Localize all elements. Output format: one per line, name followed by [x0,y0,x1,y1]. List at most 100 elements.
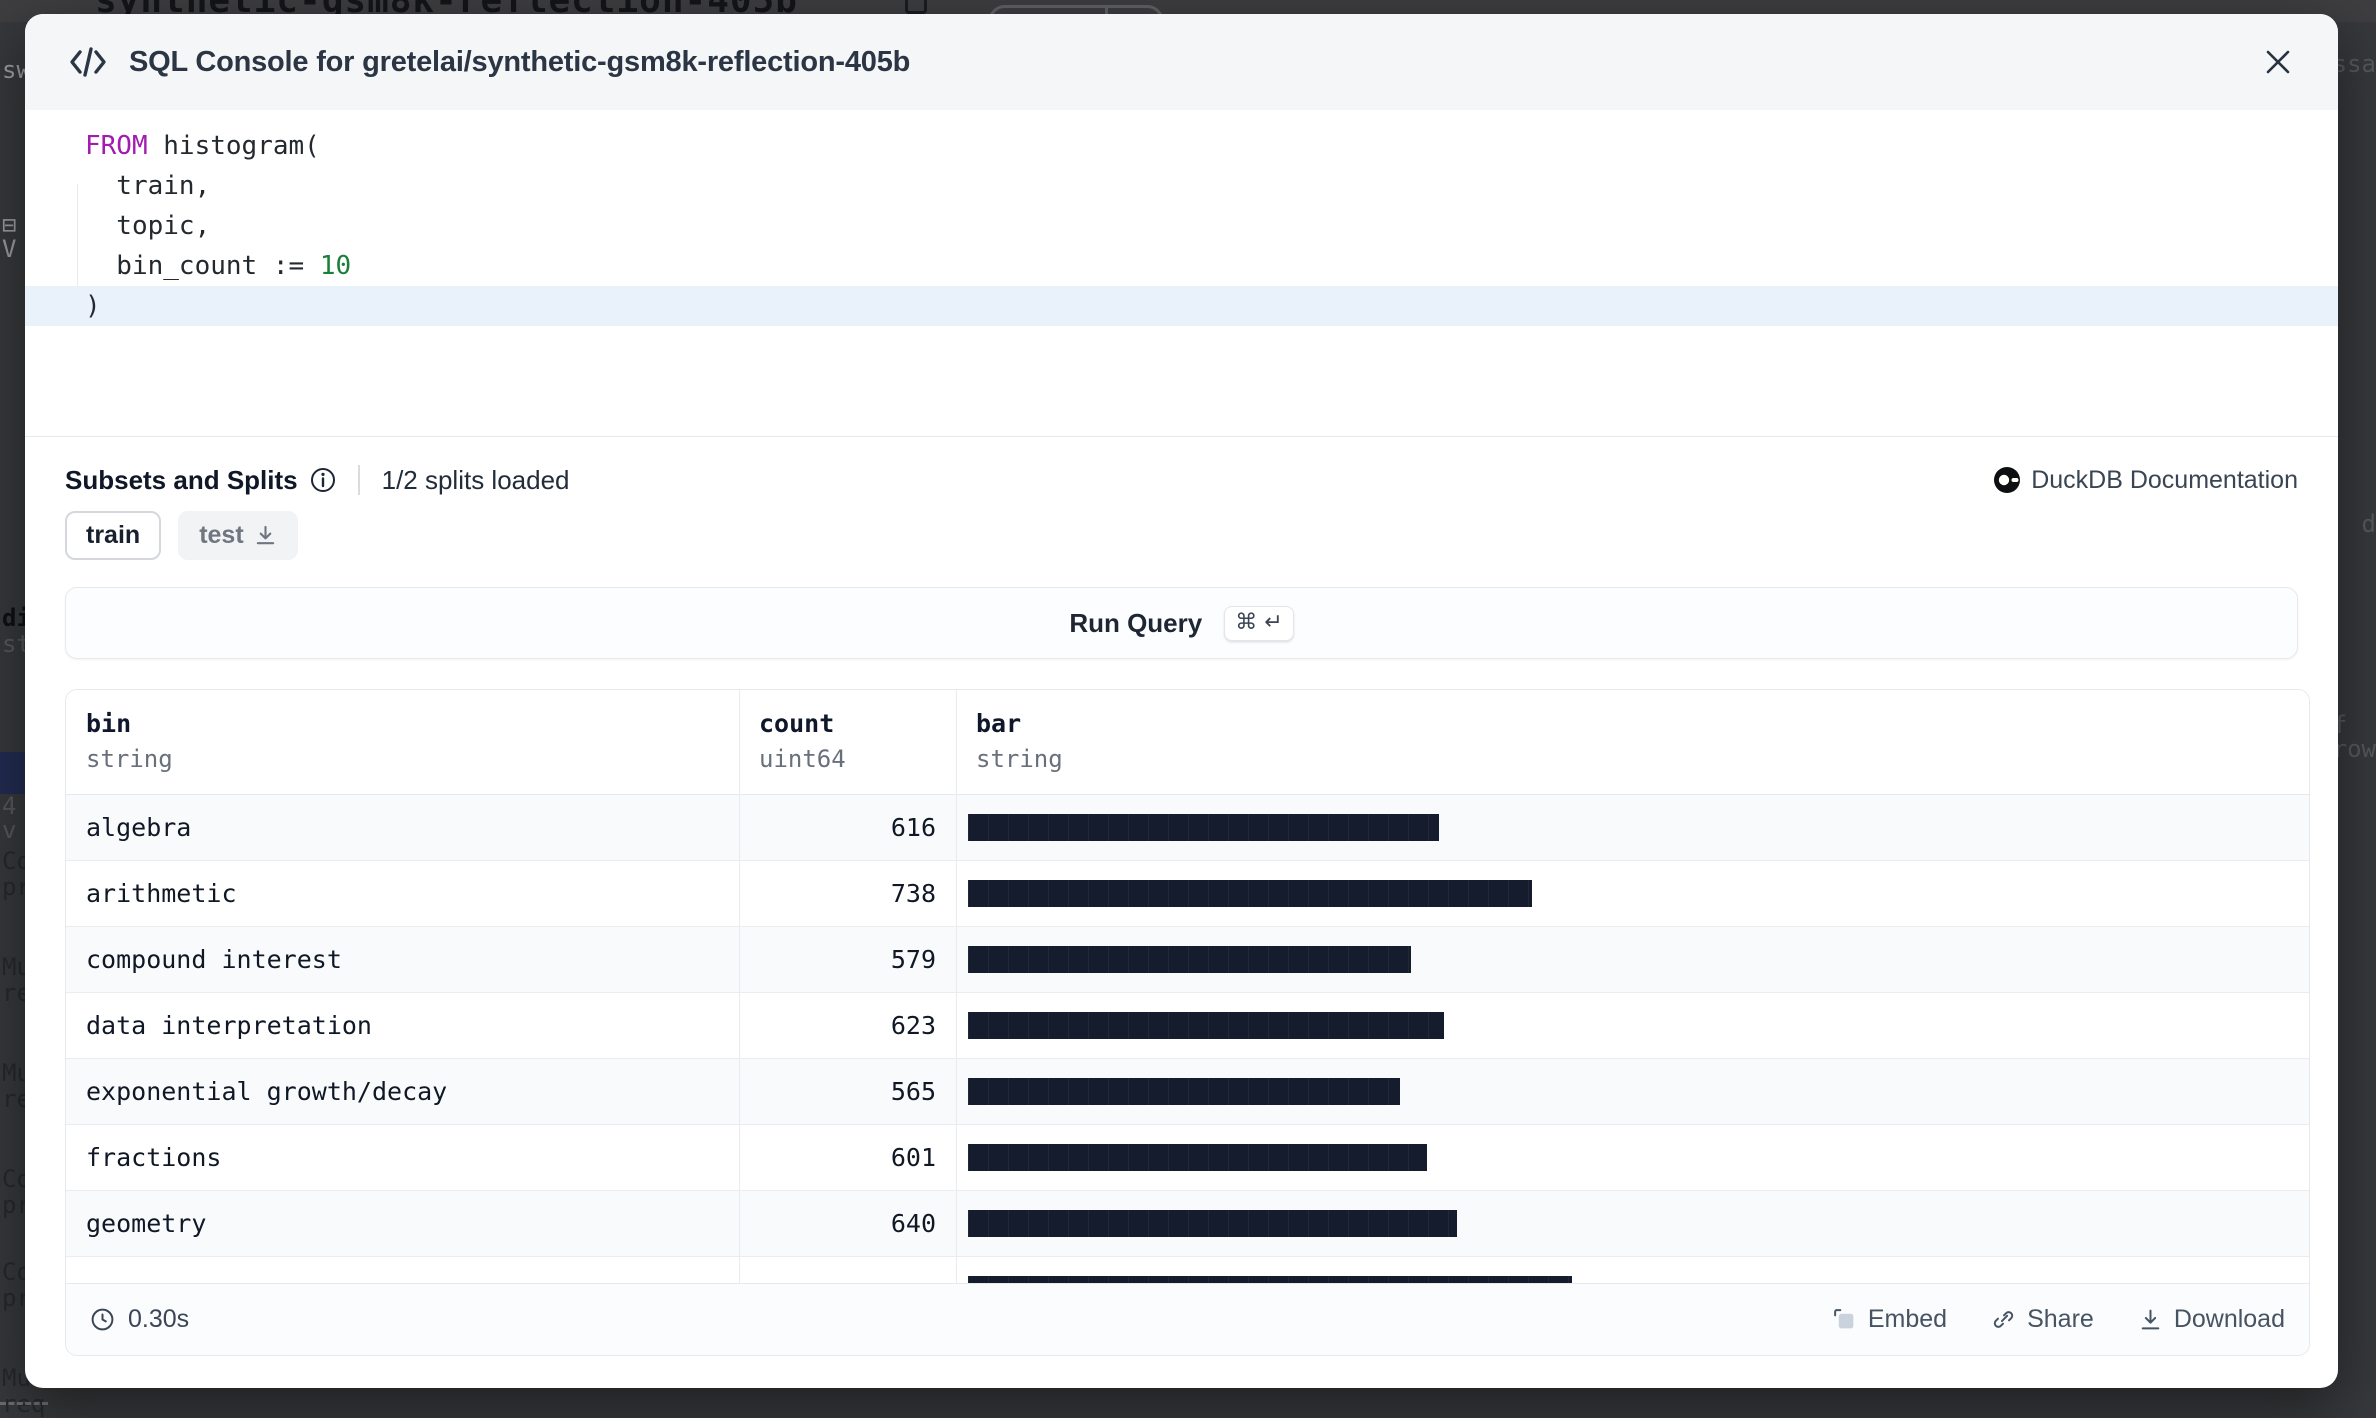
code-line: bin_count := 10 [85,251,352,281]
split-test-label: test [199,521,244,549]
duckdb-logo-icon [1994,467,2021,493]
sql-editor[interactable]: FROM histogram( train, topic, bin_count … [25,110,2338,437]
count-cell: 579 [890,945,936,974]
embed-button[interactable]: Embed [1832,1305,1947,1334]
background-text-fragment: 4 v [2,792,17,844]
histogram-bar [968,1144,1427,1171]
modal-header: SQL Console for gretelai/synthetic-gsm8k… [25,14,2338,110]
bin-cell: arithmetic [86,879,237,908]
table-row: geometry 640 [66,1191,2309,1257]
link-icon [1993,1311,2014,1328]
indent-guide [77,184,78,302]
column-type: string [976,745,1063,773]
column-header-bar[interactable]: bar string [976,690,1063,771]
table-body: algebra 616 arithmetic 738 compound inte… [66,795,2309,1285]
column-type: string [86,745,173,773]
keyboard-shortcut-badge: ⌘ ↵ [1224,605,1294,641]
count-cell: 601 [890,1143,936,1172]
code-icon [70,47,106,77]
run-query-label: Run Query [1069,607,1203,638]
code-line: train, [85,171,211,201]
cmd-key-glyph: ⌘ [1235,609,1258,635]
bar-cell [956,1012,2309,1039]
bar-cell [956,1078,2309,1105]
column-name: bin [86,709,132,738]
load-split-download-icon [256,525,274,545]
close-button[interactable] [2258,42,2298,82]
info-icon[interactable] [310,467,336,493]
subsets-title: Subsets and Splits [65,464,298,495]
duckdb-link-label: DuckDB Documentation [2031,465,2298,494]
footer-actions: Embed Share Download [1832,1305,2285,1334]
elapsed-label: 0.30s [128,1305,190,1333]
column-border [739,690,740,1283]
bin-cell: algebra [86,813,192,842]
count-cell: 565 [890,1077,936,1106]
bin-cell: data interpretation [86,1011,372,1040]
histogram-bar [968,946,1411,973]
code-line: topic, [85,211,211,241]
share-button[interactable]: Share [1991,1305,2094,1334]
download-button[interactable]: Download [2138,1305,2285,1334]
duckdb-documentation-link[interactable]: DuckDB Documentation [1994,466,2298,495]
bar-cell [956,1144,2309,1171]
column-border [956,690,957,1283]
close-icon [2266,50,2290,74]
clock-icon [91,1308,114,1331]
bar-cell [956,1210,2309,1237]
count-cell: 623 [890,1011,936,1040]
background-dashed-fragment [0,1402,48,1405]
split-test-button[interactable]: test [178,511,298,560]
count-cell: 616 [890,813,936,842]
table-row: data interpretation 623 [66,993,2309,1059]
table-header: bin string count uint64 bar string [66,690,2309,795]
split-train-label: train [86,521,141,549]
table-row: arithmetic 738 [66,861,2309,927]
table-row [66,1257,2309,1285]
column-header-count[interactable]: count uint64 [759,690,846,771]
split-buttons: train test [65,511,298,560]
share-label: Share [2027,1305,2094,1333]
background-selected-row-fragment [0,752,25,794]
table-row: fractions 601 [66,1125,2309,1191]
subsets-and-splits-row: Subsets and Splits 1/2 splits loaded Duc… [65,457,2298,503]
embed-label: Embed [1867,1305,1948,1333]
histogram-bar [968,880,1532,907]
table-footer: 0.30s Embed Share [66,1283,2309,1355]
background-text-fragment: ⊟ V [2,211,17,263]
bin-cell: exponential growth/decay [86,1077,448,1106]
column-name: bar [976,709,1022,738]
split-train-button[interactable]: train [65,511,162,560]
table-row: algebra 616 [66,795,2309,861]
embed-icon [1834,1309,1854,1329]
results-table: bin string count uint64 bar string algeb… [65,689,2310,1356]
download-label: Download [2173,1305,2285,1333]
enter-key-glyph: ↵ [1264,609,1283,635]
table-row: exponential growth/decay 565 [66,1059,2309,1125]
bar-cell [956,946,2309,973]
histogram-bar [968,1012,1444,1039]
bin-cell: fractions [86,1143,222,1172]
splits-loaded-text: 1/2 splits loaded [381,464,570,495]
bar-cell [956,814,2309,841]
bar-cell [956,880,2309,907]
table-row: compound interest 579 [66,927,2309,993]
background-text-fragment: d [2361,510,2376,538]
column-name: count [759,709,835,738]
histogram-bar [968,1078,1400,1105]
bar-cell [956,1276,2309,1285]
background-pill-divider [1105,5,1108,22]
sql-console-modal: SQL Console for gretelai/synthetic-gsm8k… [25,14,2338,1388]
column-header-bin[interactable]: bin string [86,690,173,771]
run-query-button[interactable]: Run Query ⌘ ↵ [65,587,2298,659]
count-cell: 640 [890,1209,936,1238]
copy-icon [905,0,927,14]
background-text-fragment: f row [2332,711,2376,763]
histogram-bar [968,1276,1572,1285]
histogram-bar [968,814,1439,841]
code-line: ) [25,286,2338,326]
bin-cell: geometry [86,1209,207,1238]
download-icon [2141,1309,2160,1330]
column-type: uint64 [759,745,846,773]
query-elapsed-time: 0.30s [90,1305,189,1334]
